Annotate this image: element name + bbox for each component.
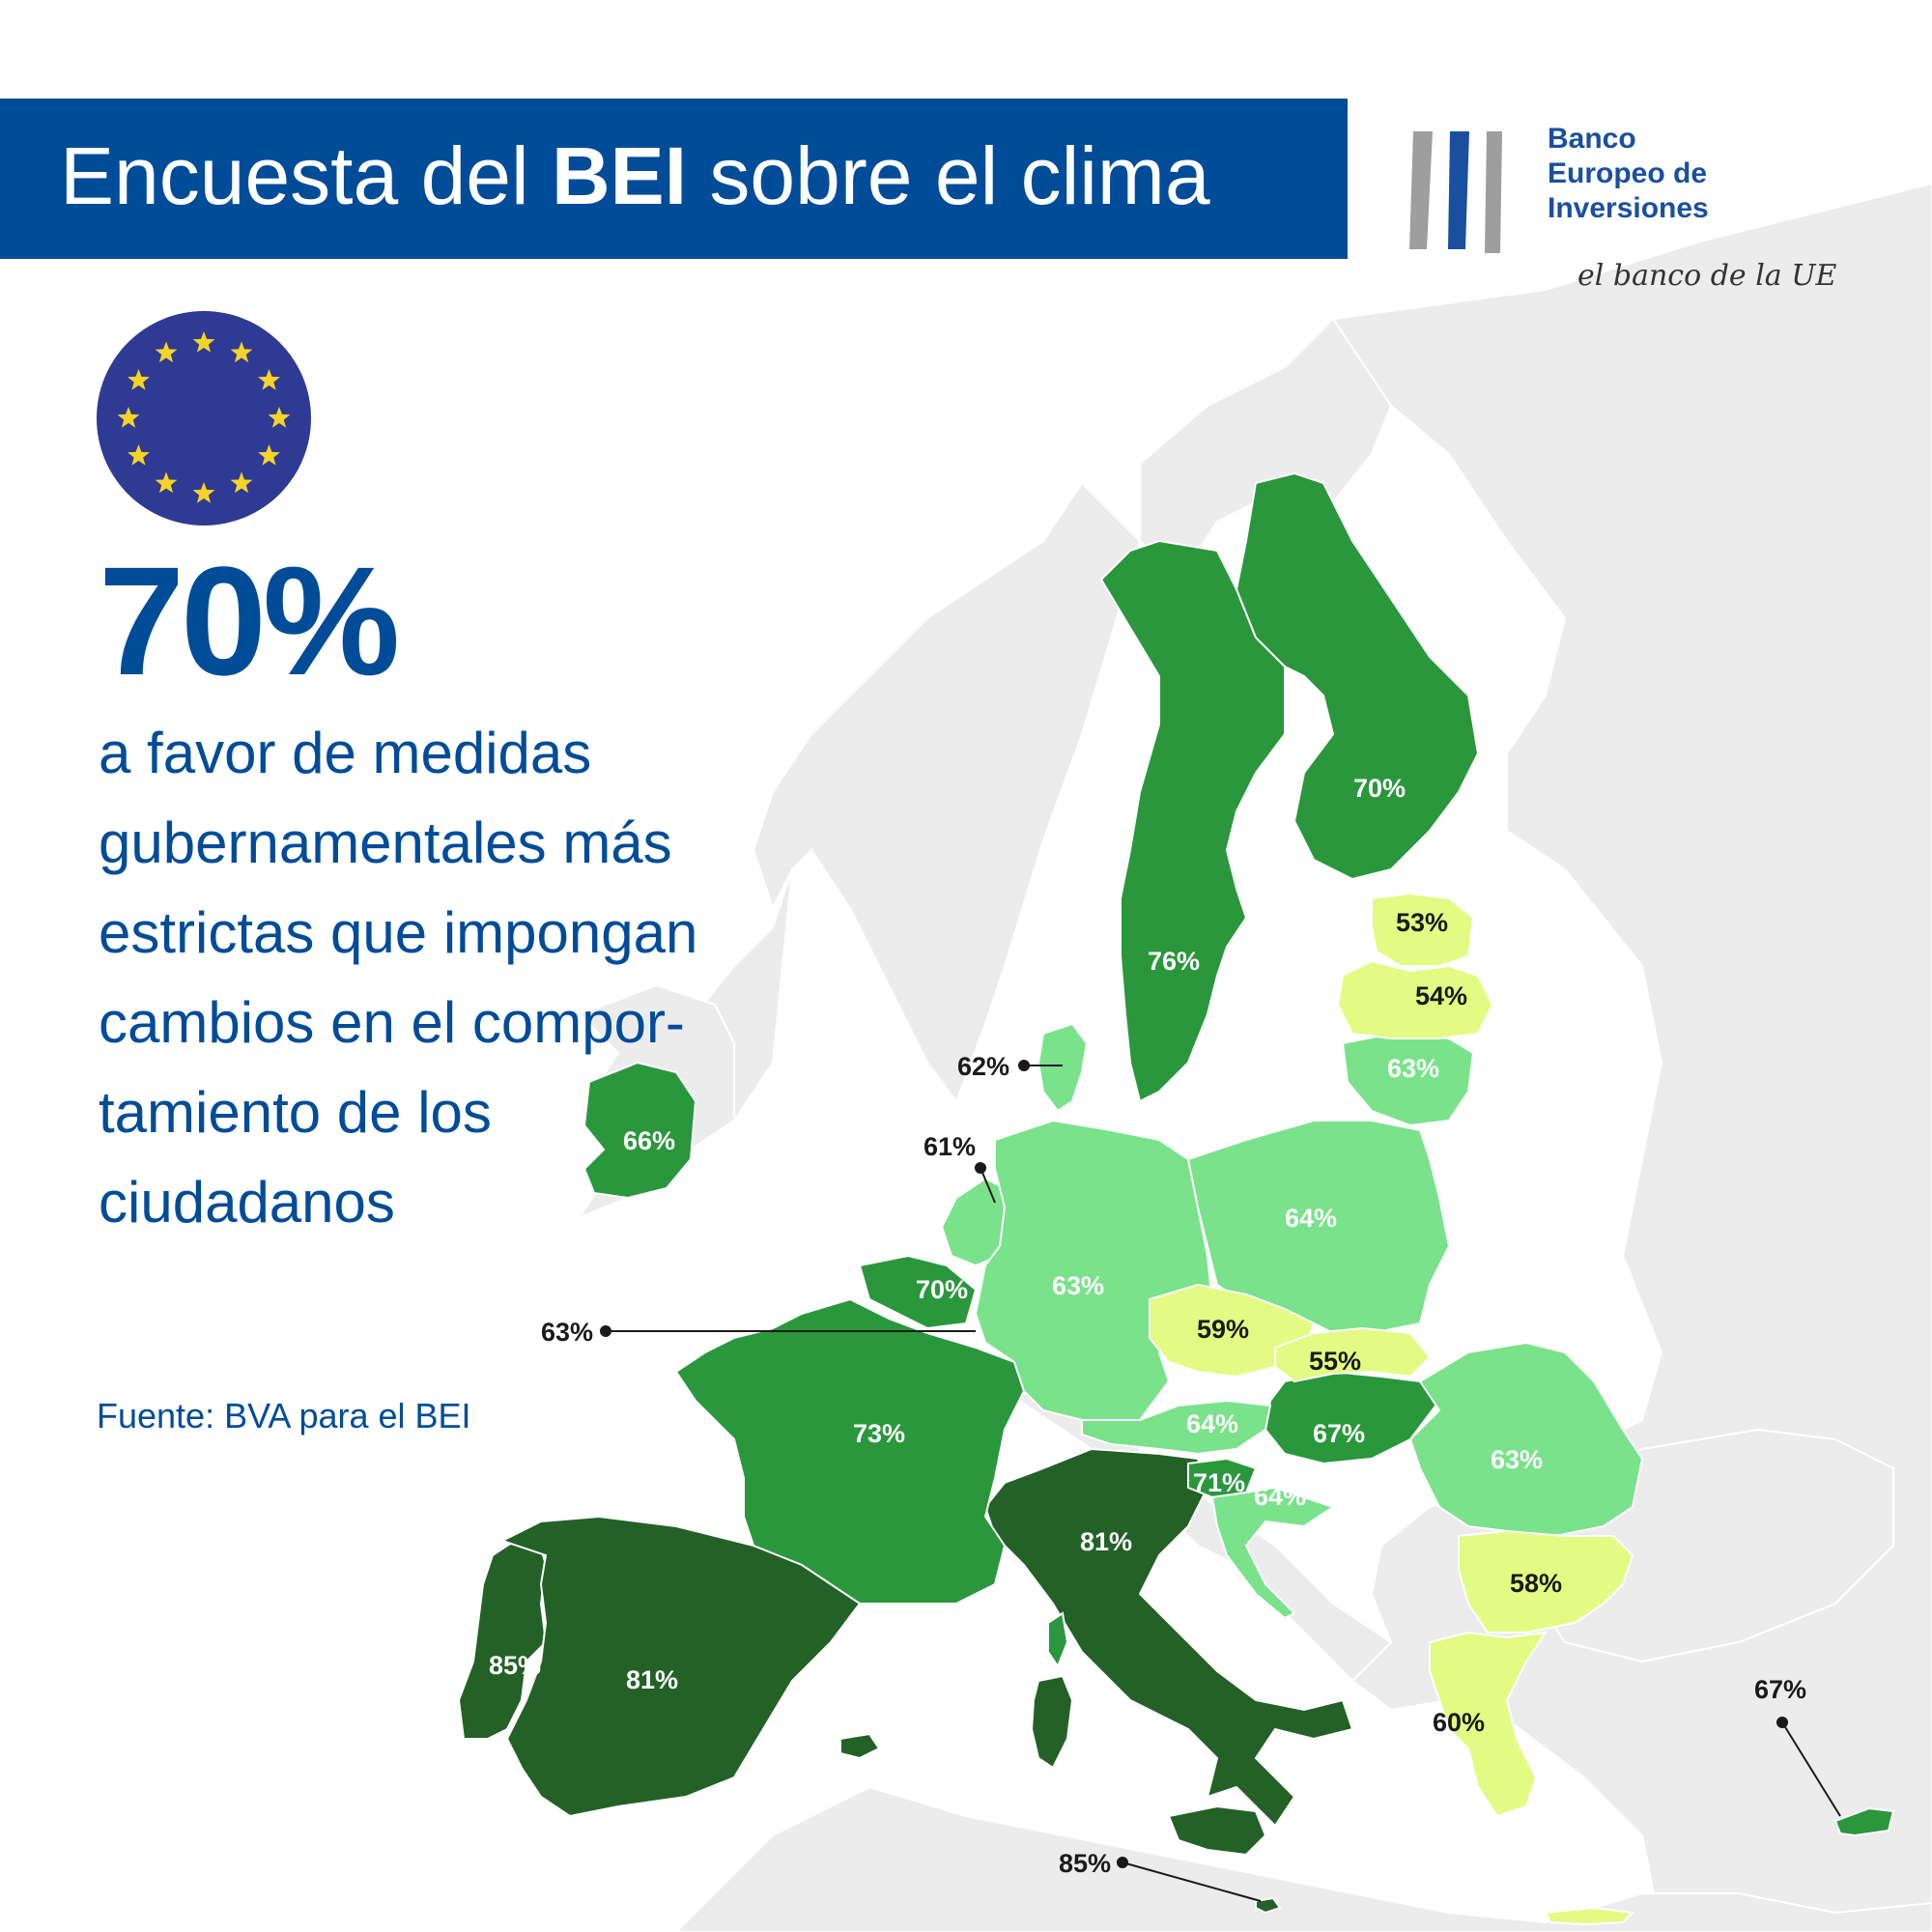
tier-yellow: [1149, 892, 1635, 1926]
country-latvia: [1336, 959, 1494, 1039]
eu-star-icon: [258, 444, 280, 466]
value-label-austria: 64%: [1186, 1409, 1238, 1438]
logo-name: Banco Europeo de Inversiones: [1548, 122, 1837, 226]
source-note: Fuente: BVA para el BEI: [97, 1396, 471, 1435]
country-estonia: [1371, 892, 1475, 967]
country-france: [674, 1297, 1026, 1605]
eu-star-icon: [192, 331, 215, 353]
title-suffix: sobre el clima: [687, 130, 1210, 221]
country-slovakia: [1274, 1326, 1432, 1383]
value-label-finland: 70%: [1353, 774, 1406, 803]
eu-star-icon: [128, 369, 150, 390]
country-value-labels: 70% 76% 53% 54% 63% 62% 66% 61% 64% 63% 70% 63% 59% 5…: [489, 774, 1806, 1878]
eu-star-icon: [155, 471, 178, 494]
eu-star-icon: [230, 471, 253, 494]
logo-name-line: Europeo de: [1548, 157, 1708, 189]
eu-star-icon: [268, 407, 291, 428]
country-malta: [1255, 1896, 1282, 1915]
value-label-portugal: 85%: [489, 1651, 541, 1680]
country-poland: [1186, 1120, 1451, 1334]
value-label-bulgaria: 58%: [1510, 1569, 1562, 1598]
country-ireland: [582, 1061, 697, 1200]
value-label-romania: 63%: [1491, 1445, 1543, 1474]
value-label-latvia: 54%: [1415, 981, 1467, 1010]
eu-star-icon: [230, 341, 253, 363]
value-label-hungary: 67%: [1313, 1419, 1365, 1448]
value-label-slovakia: 55%: [1309, 1347, 1361, 1376]
value-label-czechia: 59%: [1197, 1315, 1249, 1344]
description-line: cambios en el compor-: [99, 990, 685, 1055]
title-band: Encuesta del BEI sobre el clima: [0, 99, 1348, 259]
eu-star-icon: [117, 407, 140, 428]
value-label-lithuania: 63%: [1387, 1054, 1439, 1083]
headline-percent: 70%: [99, 534, 400, 707]
value-label-luxembourg: 63%: [541, 1318, 593, 1347]
value-label-spain: 81%: [626, 1665, 678, 1694]
country-sardinia: [1030, 1674, 1074, 1770]
eib-logo: Banco Europeo de Inversiones el banco de…: [1406, 116, 1850, 309]
country-belgium: [858, 1254, 978, 1330]
value-label-cyprus: 67%: [1754, 1675, 1806, 1704]
value-label-sweden: 76%: [1148, 947, 1200, 976]
country-greece: [1429, 1631, 1548, 1818]
value-label-croatia: 64%: [1254, 1482, 1306, 1511]
description-line: ciudadanos: [99, 1170, 395, 1235]
country-sicily: [1167, 1804, 1267, 1857]
eu-star-icon: [155, 341, 178, 363]
value-label-france: 73%: [853, 1419, 905, 1448]
value-label-italy: 81%: [1080, 1527, 1132, 1556]
country-cyprus: [1833, 1806, 1895, 1837]
page-title: Encuesta del BEI sobre el clima: [60, 128, 1210, 224]
value-label-belgium: 70%: [916, 1275, 968, 1304]
description-line: estrictas que impongan: [99, 900, 698, 965]
value-label-slovenia: 71%: [1193, 1468, 1245, 1497]
description-line: tamiento de los: [99, 1080, 492, 1145]
country-crete: [1544, 1906, 1635, 1926]
country-finland: [1235, 471, 1480, 881]
country-denmark: [1037, 1022, 1089, 1113]
country-balearics: [839, 1732, 881, 1760]
value-label-denmark: 62%: [957, 1052, 1009, 1081]
country-austria: [1081, 1399, 1272, 1456]
leader-lines: [600, 1060, 1841, 1902]
tier-darkest: [457, 1447, 1354, 1915]
tier-light: [940, 1022, 1644, 1620]
description-line: a favor de medidas: [99, 721, 592, 785]
country-corsica: [1047, 1611, 1069, 1669]
description-line: gubernamentales más: [99, 810, 672, 875]
title-prefix: Encuesta del: [60, 130, 553, 221]
logo-name-line: Inversiones: [1548, 192, 1709, 224]
eu-flag-icon: [97, 311, 311, 526]
tier-dark: [582, 471, 1895, 1837]
country-romania: [1408, 1341, 1644, 1538]
country-spain: [499, 1515, 862, 1818]
value-label-estonia: 53%: [1396, 908, 1448, 937]
value-label-malta: 85%: [1059, 1849, 1111, 1878]
country-croatia: [1210, 1486, 1336, 1620]
value-label-germany: 63%: [1052, 1271, 1104, 1300]
headline-description: a favor de medidas gubernamentales más e…: [99, 708, 852, 1247]
eu-star-icon: [128, 444, 150, 466]
value-label-netherlands: 61%: [923, 1132, 976, 1161]
eib-logo-bars-icon: [1409, 131, 1502, 253]
logo-tagline: el banco de la UE: [1577, 259, 1837, 293]
eu-star-icon: [192, 482, 215, 503]
value-label-ireland: 66%: [623, 1126, 675, 1155]
country-bulgaria: [1458, 1529, 1634, 1634]
logo-name-line: Banco: [1548, 123, 1636, 155]
eu-star-icon: [258, 369, 280, 390]
title-bold: BEI: [552, 130, 688, 221]
value-label-poland: 64%: [1285, 1204, 1337, 1233]
value-label-greece: 60%: [1433, 1708, 1485, 1737]
